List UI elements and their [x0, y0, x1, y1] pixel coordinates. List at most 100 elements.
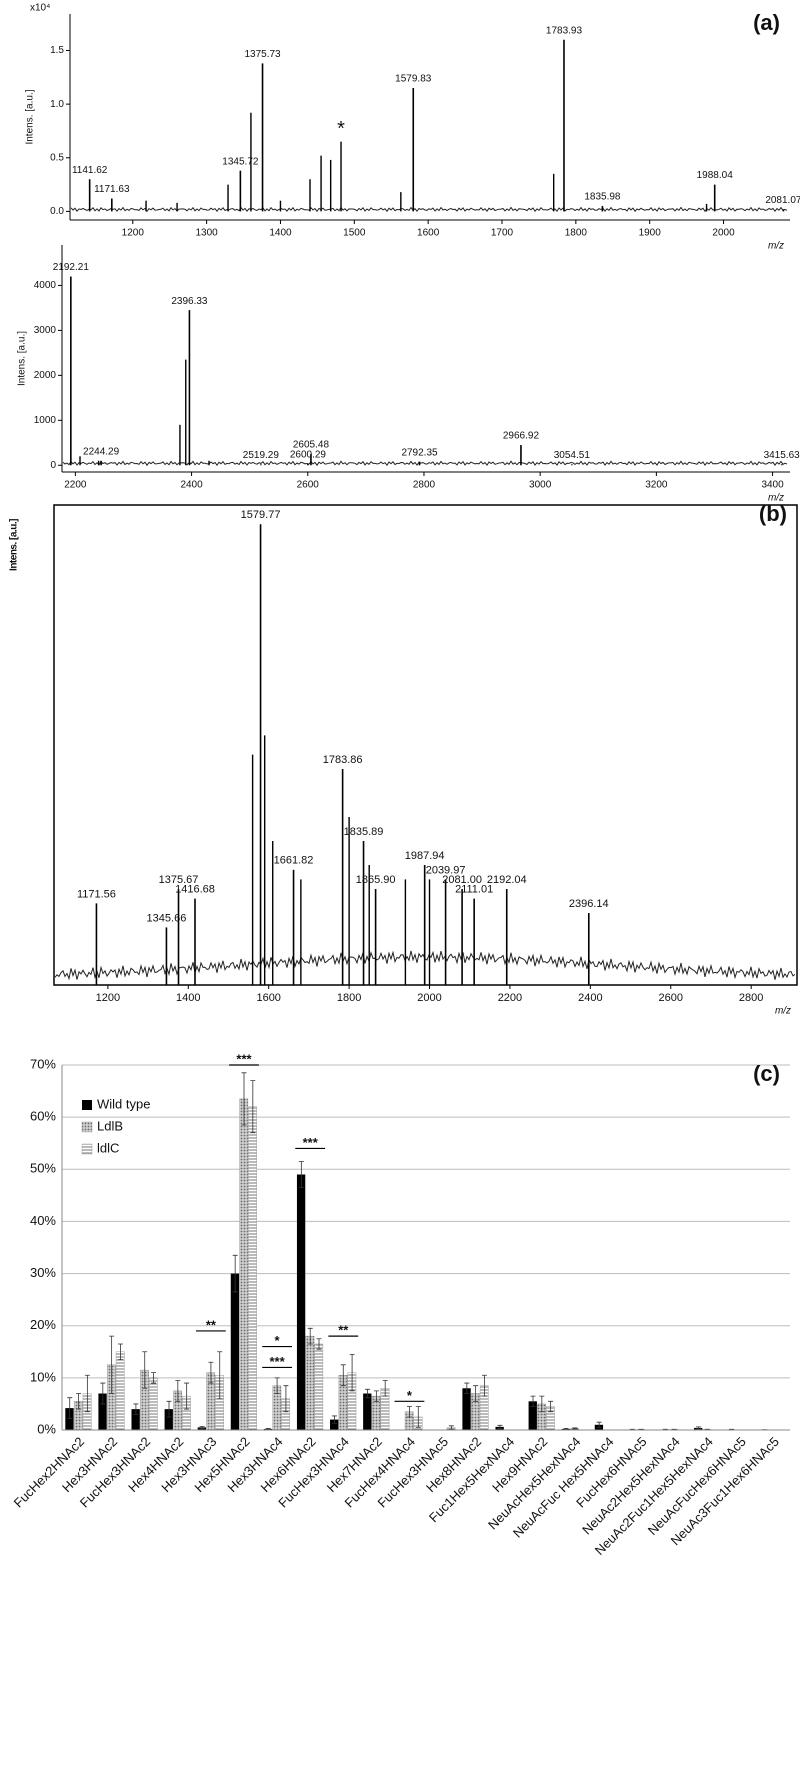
error-bar [232, 1254, 238, 1293]
peak-label: 2396.33 [171, 296, 208, 307]
bar [363, 1393, 372, 1430]
x-tick-label: 1900 [639, 228, 662, 239]
error-bar [382, 1380, 388, 1397]
plot-frame [53, 504, 798, 986]
legend-label: LdlB [97, 1118, 123, 1133]
y-tick-label: 4000 [34, 280, 57, 291]
y-tick-label: 40% [30, 1213, 56, 1228]
x-tick-label: 2000 [712, 228, 735, 239]
peak-label: 3054.51 [554, 450, 591, 461]
peak-label: 2192.04 [487, 874, 527, 886]
peak-label: 2192.21 [53, 262, 90, 273]
y-tick-label: 0.5 [50, 152, 64, 163]
error-bar [497, 1424, 503, 1429]
panel-label: (c) [753, 1061, 780, 1086]
error-bar [316, 1338, 322, 1350]
error-bar [406, 1406, 412, 1418]
legend-swatch [81, 1143, 93, 1155]
x-tick-label: 2200 [64, 480, 87, 491]
bar [98, 1393, 107, 1430]
y-tick-label: 0% [37, 1421, 56, 1436]
bar [305, 1335, 315, 1431]
error-bar [265, 1428, 271, 1430]
peak-label: 1171.63 [94, 184, 130, 195]
peak-label: 1579.77 [241, 509, 281, 521]
bar [330, 1419, 339, 1430]
y-tick-label: 20% [30, 1317, 56, 1332]
x-tick-label: 3200 [645, 480, 668, 491]
error-bar [448, 1425, 454, 1430]
error-bar [365, 1388, 371, 1399]
bar [230, 1273, 240, 1430]
y-axis-label: Intens. [a.u.] [17, 331, 28, 386]
peak-label: 1375.73 [244, 49, 281, 60]
x-tick-label: 1400 [176, 992, 200, 1004]
significance-label: ** [338, 1323, 349, 1338]
noise-trace [62, 460, 788, 467]
peak-label: 2081.00 [442, 874, 482, 886]
x-tick-label: 2800 [739, 992, 763, 1004]
significance-label: *** [269, 1354, 285, 1369]
error-bar [199, 1425, 205, 1429]
x-tick-label: 3400 [761, 480, 784, 491]
error-bar [572, 1427, 578, 1430]
error-bar [250, 1080, 256, 1134]
error-bar [100, 1382, 106, 1405]
bar [115, 1351, 125, 1431]
x-tick-label: 2000 [417, 992, 441, 1004]
error-bar [76, 1393, 82, 1410]
bar [462, 1388, 471, 1430]
bar [148, 1377, 158, 1431]
error-bar [298, 1161, 304, 1188]
y-tick-label: 30% [30, 1265, 56, 1280]
error-bar [166, 1400, 172, 1418]
error-bar [208, 1361, 214, 1384]
y-tick-label: 2000 [34, 370, 57, 381]
bar [314, 1343, 324, 1431]
y-tick-label: 1.5 [50, 45, 64, 56]
x-tick-label: 1300 [195, 228, 218, 239]
error-bar [464, 1382, 470, 1394]
peak-label: 1375.67 [159, 874, 199, 886]
x-tick-label: 2800 [413, 480, 436, 491]
x-tick-label: 2600 [659, 992, 683, 1004]
error-bar [373, 1390, 379, 1402]
y-tick-label: 3000 [34, 325, 57, 336]
error-bar [133, 1403, 139, 1415]
peak-label: 2081.07 [765, 195, 800, 206]
error-bar [175, 1380, 181, 1402]
bar [131, 1409, 140, 1430]
error-bar [349, 1353, 355, 1392]
peak-label: 3415.63 [764, 450, 800, 461]
x-tick-label: 1400 [269, 228, 292, 239]
y-tick-label: 0 [50, 460, 56, 471]
peak-label: 2605.48 [293, 440, 330, 451]
peak-label: 1345.66 [147, 912, 187, 924]
peak-label: 1987.94 [405, 850, 445, 862]
y-tick-label: 60% [30, 1109, 56, 1124]
peak-label: 2519.29 [243, 450, 280, 461]
error-bar [539, 1395, 545, 1413]
error-bar [151, 1372, 157, 1384]
y-tick-label: 70% [30, 1056, 56, 1071]
error-bar [415, 1406, 421, 1428]
peak-label: 2111.01 [455, 884, 493, 896]
y-multiplier: x10⁴ [30, 3, 50, 14]
y-axis-label: Intens. [a.u.] [9, 519, 20, 571]
peak-label: 1783.93 [546, 25, 583, 36]
error-bar [481, 1374, 487, 1397]
peak-label: 1783.86 [323, 754, 363, 766]
x-tick-label: 1800 [565, 228, 588, 239]
peak-label: 1345.72 [222, 156, 259, 167]
x-tick-label: 1800 [337, 992, 361, 1004]
x-tick-label: 1600 [256, 992, 280, 1004]
panel-label: (b) [759, 501, 787, 526]
peak-label: 1579.83 [395, 74, 432, 85]
error-bar [307, 1327, 313, 1345]
peak-label: 2244.29 [83, 446, 120, 457]
error-bar [340, 1364, 346, 1387]
peak-label: 2600.29 [290, 450, 327, 461]
legend-label: Wild type [97, 1096, 150, 1111]
x-axis-label: m/z [768, 241, 784, 252]
